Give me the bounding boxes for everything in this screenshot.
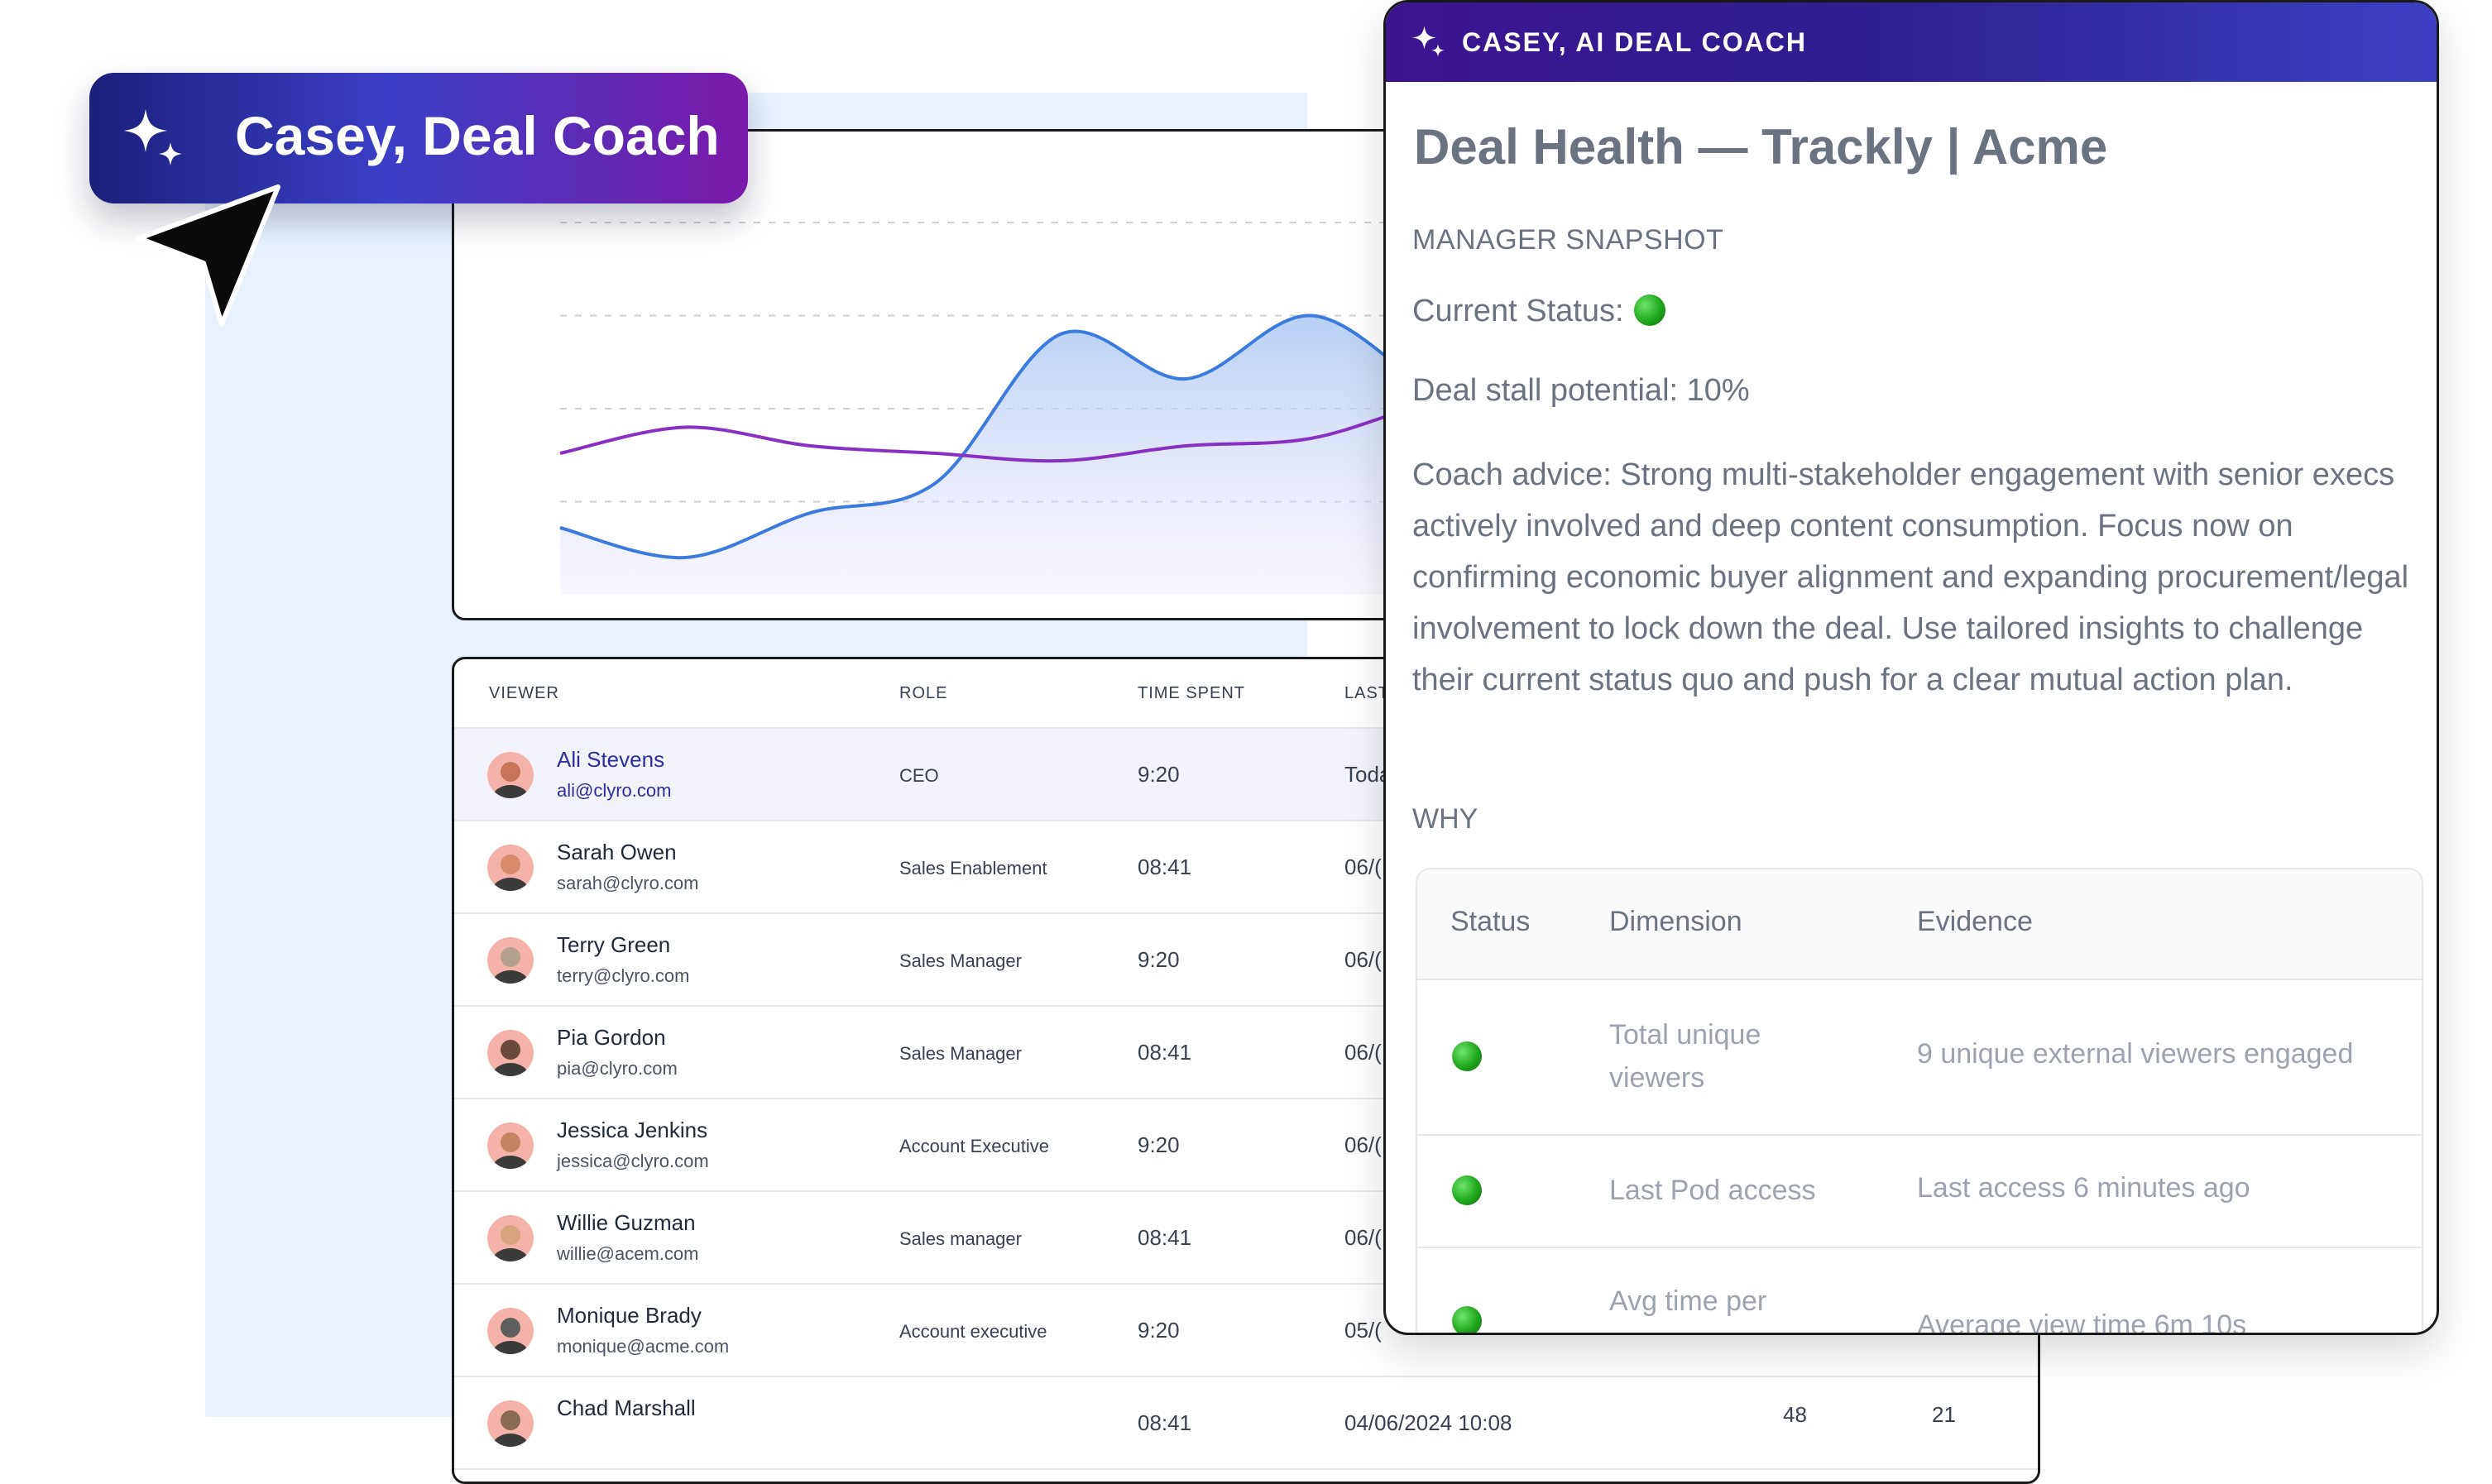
column-dimension: Dimension: [1609, 906, 1742, 937]
why-dimension: Avg time per: [1609, 1285, 1767, 1317]
status-indicator: [1452, 1306, 1482, 1333]
viewer-role: CEO: [899, 765, 939, 786]
viewer-last-access: 06/(: [1344, 1225, 1382, 1250]
why-row: Avg time per Average view time 6m 10s: [1417, 1248, 2422, 1335]
table-row[interactable]: Monique Brady monique@acme.com Account exe…: [454, 1285, 2038, 1377]
extra-value-2: 21: [1932, 1402, 1956, 1427]
why-row: Total unique viewers 9 unique external v…: [1417, 979, 2422, 1136]
viewer-time-spent: 08:41: [1138, 854, 1192, 879]
coach-header-title: CASEY, AI DEAL COACH: [1462, 27, 1807, 57]
avatar: [487, 937, 534, 984]
why-table: Status Dimension Evidence Total unique v…: [1416, 868, 2423, 1335]
why-evidence: Last access 6 minutes ago: [1917, 1172, 2250, 1204]
why-row: Last Pod access Last access 6 minutes ag…: [1417, 1136, 2422, 1248]
table-row[interactable]: Willie Guzman willie@acem.com Sales manage…: [454, 1192, 2038, 1285]
sparkles-icon: [1411, 24, 1447, 65]
viewer-name: Chad Marshall: [557, 1395, 696, 1420]
why-label: WHY: [1412, 803, 1478, 835]
viewer-last-access: 05/(: [1344, 1318, 1382, 1343]
current-status-line: Current Status:: [1412, 294, 1665, 329]
column-viewer[interactable]: VIEWER: [489, 684, 559, 702]
viewer-role: Sales Enablement: [899, 858, 1047, 878]
viewer-name: Monique Brady: [557, 1303, 702, 1328]
viewer-email: willie@acem.com: [557, 1243, 699, 1264]
badge-label: Casey, Deal Coach: [235, 105, 720, 166]
viewer-name: Terry Green: [557, 932, 671, 957]
avatar: [487, 752, 534, 798]
cursor-arrow-icon: [132, 184, 281, 337]
column-evidence: Evidence: [1917, 906, 2033, 937]
viewer-email: sarah@clyro.com: [557, 873, 699, 893]
avatar: [487, 845, 534, 891]
table-row[interactable]: Jessica Jenkins jessica@clyro.com Account …: [454, 1099, 2038, 1192]
table-row[interactable]: Terry Green terry@clyro.com Sales Manager 9…: [454, 914, 2038, 1007]
viewer-role: Sales Manager: [899, 1043, 1022, 1064]
viewer-time-spent: 9:20: [1138, 762, 1180, 787]
viewer-last-access: 06/(: [1344, 1040, 1382, 1065]
viewer-last-access: 06/(: [1344, 854, 1382, 879]
deal-health-title: Deal Health — Trackly | Acme: [1414, 119, 2108, 175]
viewer-time-spent: 9:20: [1138, 1318, 1180, 1343]
viewer-email: monique@acme.com: [557, 1336, 730, 1357]
deal-stall-potential: Deal stall potential: 10%: [1412, 373, 1750, 408]
viewers-table: VIEWER ROLE TIME SPENT LAST Ali Stevens a…: [452, 657, 2040, 1484]
viewer-name: Willie Guzman: [557, 1210, 696, 1235]
avatar: [487, 1123, 534, 1169]
why-evidence: Average view time 6m 10s: [1917, 1309, 2247, 1335]
coach-header: CASEY, AI DEAL COACH: [1386, 2, 2437, 82]
table-header: VIEWER ROLE TIME SPENT LAST: [454, 659, 2038, 729]
status-indicator: [1452, 1041, 1482, 1071]
viewer-email: terry@clyro.com: [557, 965, 690, 986]
viewer-time-spent: 08:41: [1138, 1410, 1192, 1435]
status-indicator: [1633, 294, 1665, 326]
manager-snapshot-label: MANAGER SNAPSHOT: [1412, 224, 1724, 256]
viewer-email: jessica@clyro.com: [557, 1151, 709, 1171]
table-row[interactable]: Pia Gordon pia@clyro.com Sales Manager 08:4…: [454, 1007, 2038, 1099]
current-status-label: Current Status:: [1412, 294, 1624, 328]
viewer-email: ali@clyro.com: [557, 780, 672, 801]
viewer-email: pia@clyro.com: [557, 1058, 678, 1079]
avatar: [487, 1308, 534, 1354]
avatar: [487, 1030, 534, 1076]
viewer-name: Pia Gordon: [557, 1025, 666, 1050]
viewer-name: Sarah Owen: [557, 840, 677, 864]
column-role[interactable]: ROLE: [899, 684, 948, 702]
avatar: [487, 1400, 534, 1447]
coach-advice: Coach advice: Strong multi-stakeholder e…: [1412, 457, 2409, 697]
viewer-time-spent: 08:41: [1138, 1225, 1192, 1250]
sparkles-icon: [121, 106, 187, 176]
viewer-last-access: 06/(: [1344, 1132, 1382, 1157]
why-dimension: Total unique viewers: [1609, 1019, 1761, 1094]
status-indicator: [1452, 1175, 1482, 1205]
viewer-last-access: 04/06/2024 10:08: [1344, 1410, 1512, 1435]
extra-value-1: 48: [1783, 1402, 1807, 1427]
column-status: Status: [1450, 906, 1531, 937]
column-last[interactable]: LAST: [1344, 684, 1390, 702]
viewer-time-spent: 08:41: [1138, 1040, 1192, 1065]
why-evidence: 9 unique external viewers engaged: [1917, 1038, 2354, 1070]
viewer-last-access: 06/(: [1344, 947, 1382, 972]
viewer-role: Sales manager: [899, 1228, 1022, 1249]
viewer-time-spent: 9:20: [1138, 947, 1180, 972]
viewer-role: Account executive: [899, 1321, 1047, 1342]
table-row[interactable]: Sarah Owen sarah@clyro.com Sales Enablemen…: [454, 821, 2038, 914]
viewer-name: Jessica Jenkins: [557, 1118, 708, 1142]
why-table-header: Status Dimension Evidence: [1417, 869, 2422, 980]
viewer-time-spent: 9:20: [1138, 1132, 1180, 1157]
why-dimension: Last Pod access: [1609, 1175, 1816, 1206]
viewer-role: Sales Manager: [899, 950, 1022, 971]
coach-panel: CASEY, AI DEAL COACH Deal Health — Track…: [1383, 0, 2439, 1335]
column-time-spent[interactable]: TIME SPENT: [1138, 684, 1246, 702]
viewer-role: Account Executive: [899, 1136, 1049, 1156]
viewer-last-access: Toda: [1344, 762, 1392, 787]
casey-badge[interactable]: Casey, Deal Coach: [89, 73, 748, 203]
viewer-name: Ali Stevens: [557, 747, 665, 772]
avatar: [487, 1215, 534, 1261]
